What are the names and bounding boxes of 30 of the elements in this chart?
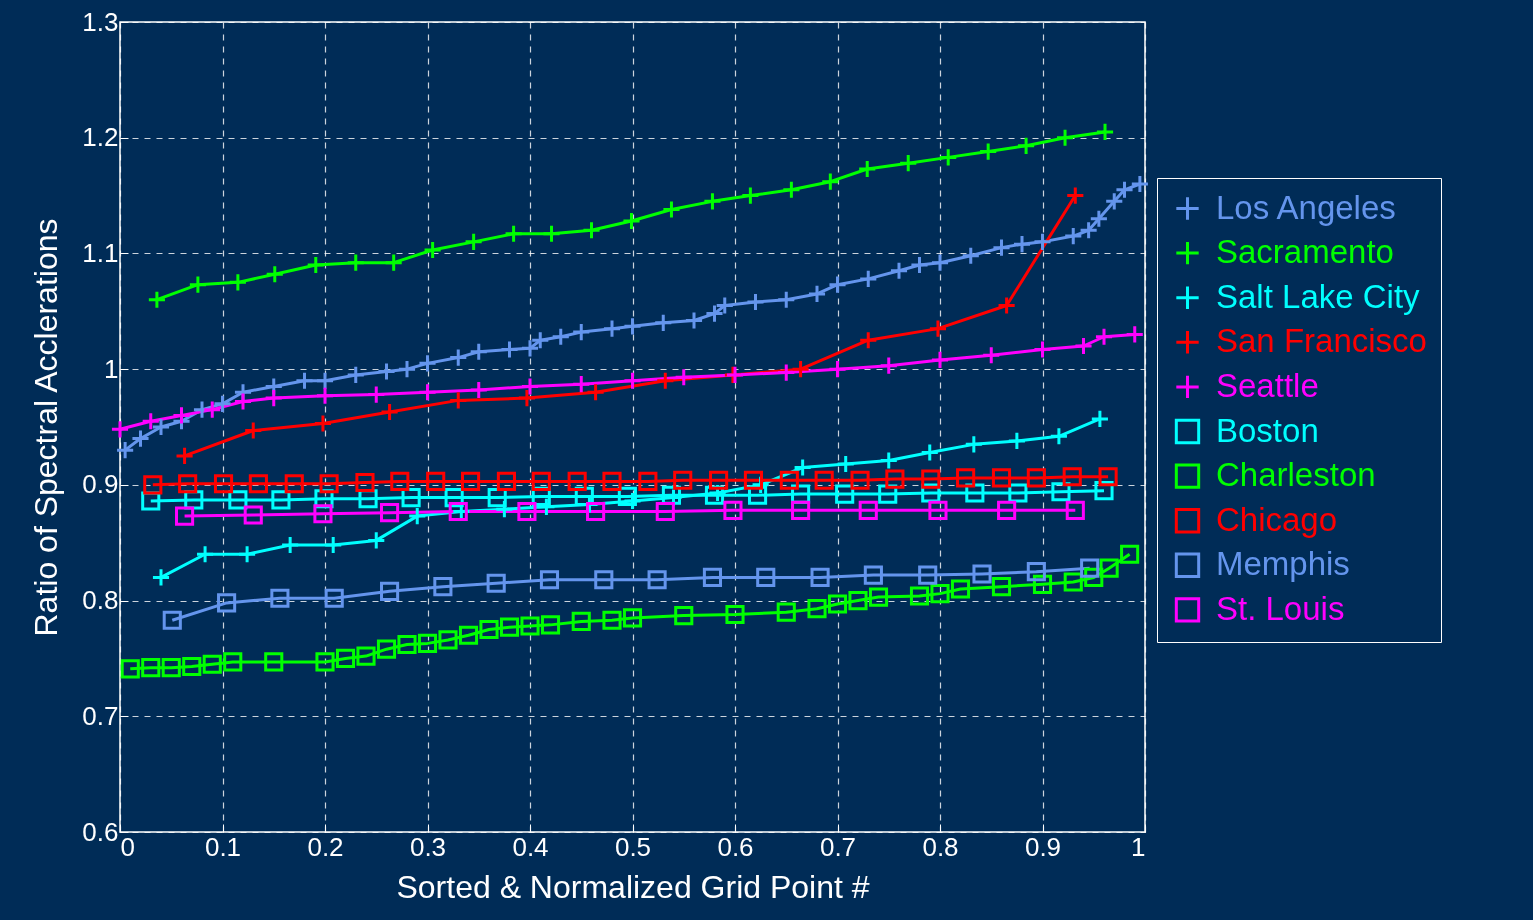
x-tick-label: 0.2	[307, 831, 344, 862]
legend-label: Salt Lake City	[1216, 277, 1421, 315]
x-tick-label: 0.5	[614, 831, 652, 862]
legend-label: Sacramento	[1216, 233, 1394, 271]
legend-label: Chicago	[1216, 500, 1338, 538]
x-tick-label: 0	[120, 831, 135, 862]
x-tick-label: 0.4	[512, 831, 549, 862]
legend-label: Boston	[1216, 411, 1319, 449]
legend-label: Los Angeles	[1216, 188, 1396, 226]
y-tick-label: 1	[104, 353, 119, 384]
x-tick-label: 0.6	[717, 831, 754, 862]
y-tick-label: 1.1	[82, 237, 119, 268]
x-tick-label: 1	[1131, 831, 1146, 862]
y-axis-title: Ratio of Spectral Acclerations	[28, 218, 65, 637]
x-tick-label: 0.7	[819, 831, 857, 862]
legend-label: Charleston	[1216, 456, 1376, 494]
legend-label: Seattle	[1216, 366, 1319, 404]
legend-label: Memphis	[1216, 545, 1350, 583]
y-tick-label: 0.9	[82, 469, 119, 500]
y-tick-label: 1.2	[82, 122, 119, 153]
y-tick-label: 1.3	[82, 6, 119, 37]
x-axis-title: Sorted & Normalized Grid Point #	[396, 868, 870, 905]
x-tick-label: 0.9	[1024, 831, 1062, 862]
legend-label: St. Louis	[1216, 589, 1345, 627]
x-tick-label: 0.8	[922, 831, 959, 862]
legend-label: San Francisco	[1216, 322, 1427, 360]
y-tick-label: 0.8	[82, 585, 119, 616]
x-tick-label: 0.3	[409, 831, 447, 862]
y-tick-label: 0.7	[82, 700, 119, 731]
x-tick-label: 0.1	[204, 831, 242, 862]
